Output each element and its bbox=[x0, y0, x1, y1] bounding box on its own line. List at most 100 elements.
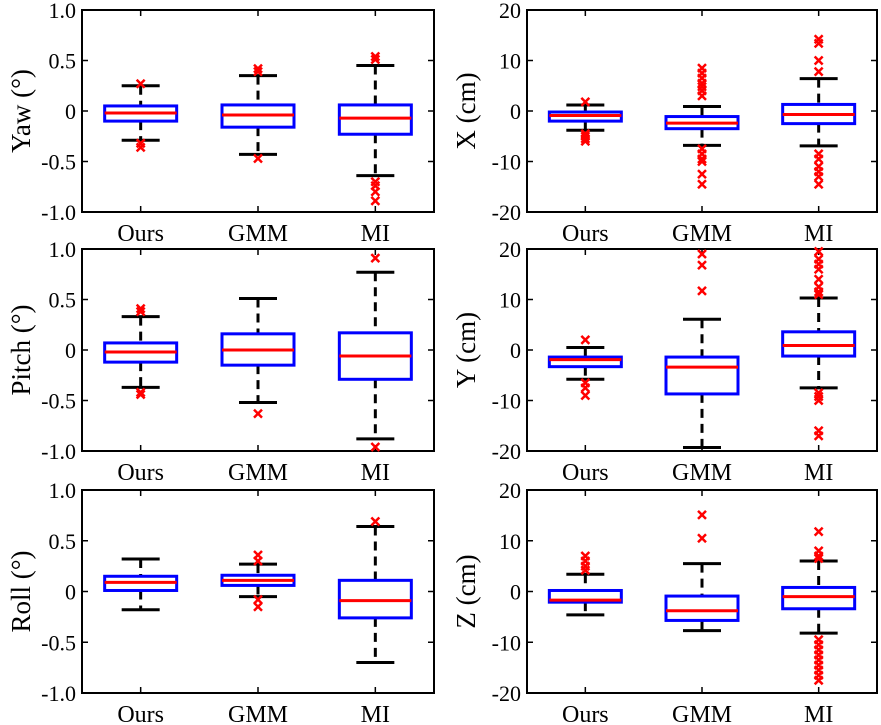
iqr-box bbox=[547, 355, 623, 369]
outlier-marker bbox=[580, 136, 591, 147]
box-ours bbox=[547, 97, 623, 147]
outlier-stroke bbox=[813, 66, 824, 77]
y-tick-label: -20 bbox=[492, 681, 521, 706]
outlier-stroke bbox=[253, 408, 263, 419]
x-category-label: MI bbox=[361, 221, 390, 247]
outlier-stroke bbox=[580, 335, 591, 345]
outlier-stroke bbox=[697, 156, 707, 167]
y-axis-title: X (cm) bbox=[451, 72, 481, 149]
outlier-marker bbox=[697, 154, 707, 164]
x-category-label: MI bbox=[804, 702, 833, 725]
outlier-stroke bbox=[580, 136, 591, 147]
outlier-marker bbox=[813, 171, 824, 182]
outlier-stroke bbox=[813, 675, 824, 686]
outlier-stroke bbox=[697, 169, 707, 180]
y-axis-title: Yaw (°) bbox=[6, 69, 36, 153]
y-tick-label: -20 bbox=[492, 200, 521, 225]
outlier-stroke bbox=[253, 594, 263, 605]
y-axis-title: Z (cm) bbox=[451, 554, 481, 628]
x-category-label: Ours bbox=[117, 702, 164, 725]
box-ours bbox=[103, 78, 179, 153]
x-category-label: GMM bbox=[672, 702, 732, 725]
y-tick-label: -1.0 bbox=[41, 439, 76, 464]
y-tick-label: -0.5 bbox=[41, 389, 76, 414]
outlier-marker bbox=[697, 78, 707, 89]
outlier-stroke bbox=[813, 430, 824, 441]
subplot-z: 20 10 0 -10 -20 Z (cm) Ours GMM MI bbox=[451, 478, 878, 725]
outlier-marker bbox=[697, 90, 707, 101]
outlier-marker bbox=[135, 389, 146, 400]
y-tick-label: 1.0 bbox=[49, 237, 77, 262]
box-gmm bbox=[220, 550, 296, 612]
iqr-box bbox=[664, 594, 740, 622]
y-axis-title: Pitch (°) bbox=[6, 304, 36, 395]
box-mi bbox=[337, 516, 413, 665]
y-tick-label: 0 bbox=[510, 99, 521, 124]
y-tick-label: -0.5 bbox=[41, 630, 76, 655]
y-tick-label: 0 bbox=[65, 99, 76, 124]
outlier-stroke bbox=[580, 133, 591, 144]
outlier-marker bbox=[813, 38, 824, 49]
outlier-marker bbox=[135, 78, 146, 89]
x-category-label: MI bbox=[361, 460, 390, 486]
y-tick-label: 1.0 bbox=[49, 478, 77, 503]
y-tick-label: 10 bbox=[499, 49, 521, 74]
subplot-roll: 1.0 0.5 0 -0.5 -1.0 Roll (°) Ours GMM MI bbox=[6, 478, 435, 725]
outlier-marker bbox=[813, 395, 824, 406]
outlier-marker bbox=[697, 249, 707, 259]
outlier-stroke bbox=[813, 395, 824, 406]
x-category-label: MI bbox=[361, 702, 390, 725]
outlier-stroke bbox=[813, 38, 824, 49]
outlier-marker bbox=[580, 382, 591, 393]
outlier-marker bbox=[813, 55, 824, 66]
outlier-marker bbox=[253, 594, 263, 605]
subplot-yaw: 1.0 0.5 0 -0.5 -1.0 Yaw (°) Ours GMM MI bbox=[6, 0, 435, 247]
outlier-marker bbox=[813, 388, 824, 398]
box-ours bbox=[103, 303, 179, 400]
outlier-stroke bbox=[697, 260, 707, 271]
iqr-box bbox=[337, 103, 413, 136]
outlier-marker bbox=[580, 565, 591, 576]
x-category-label: GMM bbox=[228, 221, 288, 247]
outlier-marker bbox=[813, 526, 824, 537]
outlier-marker bbox=[813, 179, 824, 190]
outlier-marker bbox=[580, 335, 591, 345]
x-category-label: Ours bbox=[117, 221, 164, 247]
outlier-stroke bbox=[253, 63, 263, 74]
subplot-y: 20 10 0 -10 -20 Y (cm) Ours GMM MI bbox=[451, 237, 878, 486]
outlier-marker bbox=[253, 601, 263, 612]
box-gmm bbox=[664, 249, 740, 449]
outlier-marker bbox=[135, 303, 146, 314]
box-gmm bbox=[220, 296, 296, 419]
x-category-label: Ours bbox=[562, 460, 609, 486]
y-tick-label: -20 bbox=[492, 439, 521, 464]
outlier-stroke bbox=[135, 387, 146, 398]
outlier-marker bbox=[697, 509, 707, 520]
y-tick-label: 20 bbox=[499, 237, 521, 262]
outlier-stroke bbox=[580, 382, 591, 393]
outlier-stroke bbox=[813, 154, 824, 164]
outlier-stroke bbox=[370, 516, 381, 527]
outlier-stroke bbox=[253, 153, 263, 164]
outlier-stroke bbox=[813, 553, 824, 564]
outlier-stroke bbox=[135, 306, 146, 317]
outlier-marker bbox=[370, 186, 381, 197]
outlier-marker bbox=[253, 63, 263, 74]
outlier-marker bbox=[135, 387, 146, 398]
box-gmm bbox=[664, 509, 740, 633]
outlier-stroke bbox=[813, 246, 824, 257]
box-ours bbox=[547, 551, 623, 617]
x-category-label: GMM bbox=[672, 221, 732, 247]
outlier-marker bbox=[697, 156, 707, 167]
outlier-stroke bbox=[813, 551, 824, 561]
outlier-stroke bbox=[813, 264, 824, 275]
outlier-marker bbox=[813, 274, 824, 285]
outlier-marker bbox=[580, 390, 591, 401]
box-ours bbox=[103, 557, 179, 612]
outlier-stroke bbox=[813, 274, 824, 285]
outlier-marker bbox=[370, 516, 381, 527]
x-category-label: GMM bbox=[672, 460, 732, 486]
box-gmm bbox=[664, 63, 740, 190]
outlier-marker bbox=[697, 286, 707, 296]
